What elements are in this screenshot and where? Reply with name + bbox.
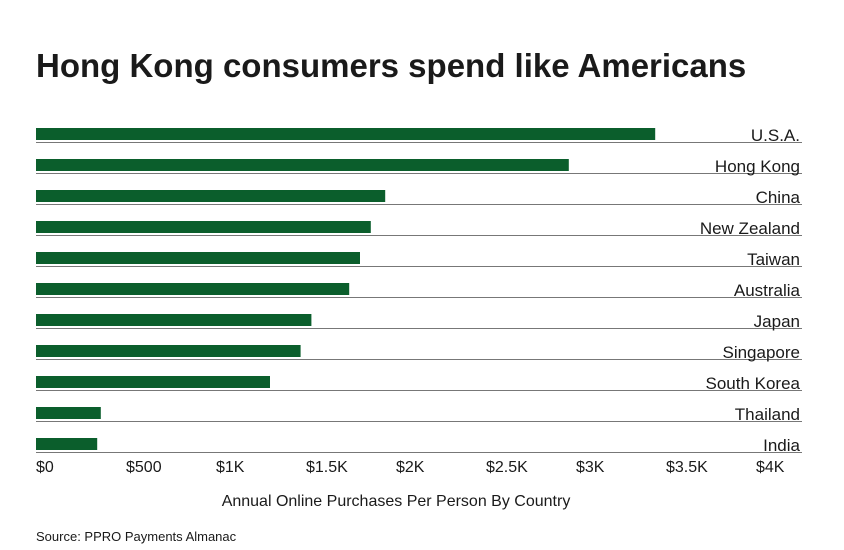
category-label: U.S.A. xyxy=(751,126,800,145)
bar xyxy=(36,376,270,388)
bar xyxy=(36,221,371,233)
bar xyxy=(36,128,656,140)
category-label: South Korea xyxy=(705,374,800,393)
category-label: India xyxy=(763,436,800,455)
category-label: Taiwan xyxy=(747,250,800,269)
category-label: China xyxy=(756,188,801,207)
category-label: New Zealand xyxy=(700,219,800,238)
x-tick-label: $4K xyxy=(756,459,785,476)
bar xyxy=(36,190,386,202)
x-tick-label: $500 xyxy=(126,459,162,476)
bar xyxy=(36,438,98,450)
x-tick-label: $1K xyxy=(216,459,245,476)
bar xyxy=(36,252,360,264)
x-tick-label: $3K xyxy=(576,459,605,476)
category-label: Thailand xyxy=(735,405,800,424)
x-tick-label: $3.5K xyxy=(666,459,708,476)
bar xyxy=(36,407,101,419)
x-tick-label: $0 xyxy=(36,459,54,476)
bar xyxy=(36,159,569,171)
source: Source: PPRO Payments Almanac xyxy=(36,529,237,544)
category-label: Australia xyxy=(734,281,801,300)
x-tick-label: $2.5K xyxy=(486,459,528,476)
bar xyxy=(36,314,312,326)
category-label: Hong Kong xyxy=(715,157,800,176)
category-label: Japan xyxy=(754,312,800,331)
chart-title: Hong Kong consumers spend like Americans xyxy=(36,47,746,84)
bar xyxy=(36,345,301,357)
x-axis-title: Annual Online Purchases Per Person By Co… xyxy=(222,493,571,510)
x-tick-label: $2K xyxy=(396,459,425,476)
bar xyxy=(36,283,350,295)
category-label: Singapore xyxy=(722,343,800,362)
x-tick-label: $1.5K xyxy=(306,459,348,476)
